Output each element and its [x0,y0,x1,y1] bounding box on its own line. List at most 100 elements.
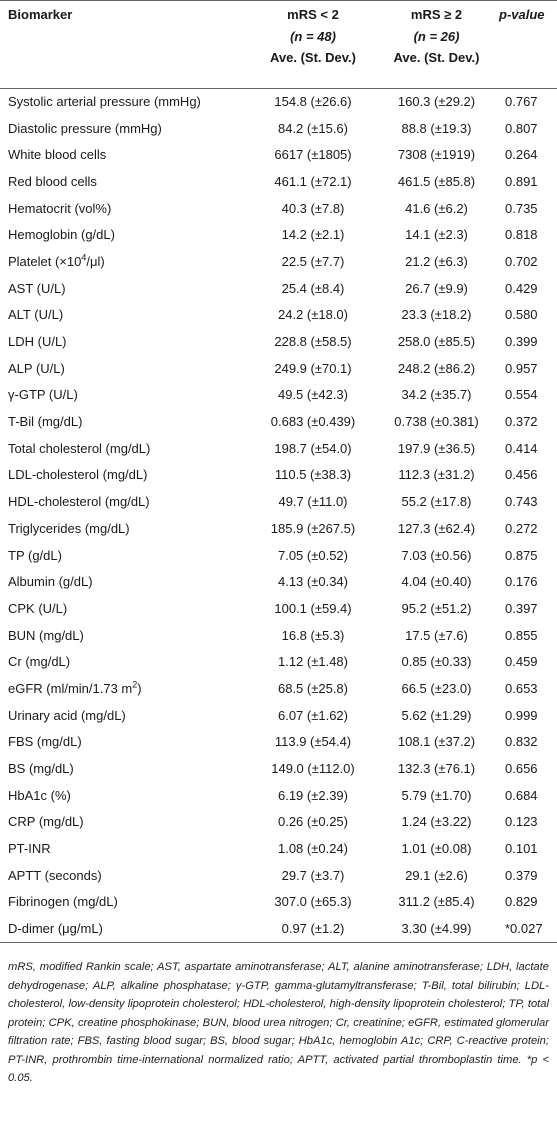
biomarker-name: CRP (mg/dL) [8,814,84,830]
p-value: 0.459 [505,654,538,670]
group1-value: 185.9 (±267.5) [270,520,356,536]
group1-value: 6.07 (±1.62) [277,707,348,723]
table-row: HDL-cholesterol (mg/dL) 49.7 (±11.0) 55.2 … [0,488,557,515]
group2-value: 108.1 (±37.2) [397,734,476,750]
group1-stat: Ave. (St. Dev.) [270,50,356,65]
group1-value: 25.4 (±8.4) [281,280,345,296]
header-group2: mRS ≥ 2 (n = 26) Ave. (St. Dev.) [374,4,499,89]
table-row: Diastolic pressure (mmHg) 84.2 (±15.6) 88.… [0,115,557,142]
p-value: 0.554 [505,387,538,403]
group1-value: 198.7 (±54.0) [274,440,352,456]
p-value: 0.743 [505,494,538,510]
group1-value: 110.5 (±38.3) [274,467,352,483]
p-value: 0.702 [505,253,538,269]
p-value: 0.656 [505,761,538,777]
p-value: 0.264 [505,147,538,163]
table-row: Platelet (×104/μl) 22.5 (±7.7) 21.2 (±6.3)… [0,248,557,275]
table-row: eGFR (ml/min/1.73 m2) 68.5 (±25.8) 66.5 (±… [0,675,557,702]
group1-value: 0.26 (±0.25) [277,814,348,830]
p-value: 0.807 [505,120,538,136]
table-row: Hematocrit (vol%) 40.3 (±7.8) 41.6 (±6.2) 0… [0,195,557,222]
table-row: Red blood cells 461.1 (±72.1) 461.5 (±85.8… [0,168,557,195]
biomarker-name: HbA1c (%) [8,787,71,803]
group1-value: 307.0 (±65.3) [274,894,352,910]
p-value: 0.957 [505,360,538,376]
biomarker-name: Triglycerides (mg/dL) [8,520,130,536]
group2-value: 41.6 (±6.2) [405,200,468,216]
table-row: γ-GTP (U/L) 49.5 (±42.3) 34.2 (±35.7) 0.554 [0,382,557,409]
table-row: Hemoglobin (g/dL) 14.2 (±2.1) 14.1 (±2.3) 0… [0,221,557,248]
table-row: Triglycerides (mg/dL) 185.9 (±267.5) 127.3… [0,515,557,542]
p-value: 0.580 [505,307,538,323]
biomarker-name: FBS (mg/dL) [8,734,82,750]
p-value: 0.684 [505,787,538,803]
p-value: *0.027 [499,915,557,943]
table-row: Systolic arterial pressure (mmHg) 154.8 (… [0,88,557,115]
group2-value: 160.3 (±29.2) [397,94,476,110]
group1-value: 1.12 (±1.48) [277,654,348,670]
group2-value: 112.3 (±31.2) [398,467,475,483]
p-value: 0.875 [505,547,538,563]
group1-value: 7.05 (±0.52) [277,547,348,563]
p-value: 0.397 [505,600,538,616]
p-value: 0.101 [505,841,538,857]
biomarker-name: HDL-cholesterol (mg/dL) [8,494,150,510]
group1-n: (n = 48) [290,28,336,44]
table-row: Urinary acid (mg/dL) 6.07 (±1.62) 5.62 (±1… [0,702,557,729]
top-rule [0,0,557,1]
table-row: Albumin (g/dL) 4.13 (±0.34) 4.04 (±0.40) 0.… [0,568,557,595]
group2-value: 5.62 (±1.29) [401,707,472,723]
group2-value: 311.2 (±85.4) [398,894,475,910]
group1-value: 6617 (±1805) [274,147,352,163]
group1-value: 228.8 (±58.5) [274,334,352,350]
group1-value: 22.5 (±7.7) [281,253,345,269]
footnote: mRS, modified Rankin scale; AST, asparta… [8,961,549,1084]
group2-label: mRS ≥ 2 [410,7,463,22]
biomarker-name: CPK (U/L) [8,600,68,616]
biomarker-name: Fibrinogen (mg/dL) [8,894,118,910]
biomarker-name: LDL-cholesterol (mg/dL) [8,467,148,483]
biomarker-name: Total cholesterol (mg/dL) [8,440,151,456]
biomarker-name: BS (mg/dL) [8,761,74,777]
group2-value: 258.0 (±85.5) [397,334,476,350]
header-pvalue: p-value [499,4,557,89]
p-value: 0.818 [505,227,538,243]
p-value: 0.767 [505,94,538,110]
group2-value: 29.1 (±2.6) [405,867,468,883]
header-row: Biomarker mRS < 2 (n = 48) Ave. (St. Dev… [0,4,557,89]
table-body: Systolic arterial pressure (mmHg) 154.8 (… [0,88,557,943]
group1-value: 113.9 (±54.4) [274,734,352,750]
group2-value: 1.01 (±0.08) [401,841,472,857]
table-row: TP (g/dL) 7.05 (±0.52) 7.03 (±0.56) 0.875 [0,542,557,569]
table-row: T-Bil (mg/dL) 0.683 (±0.439) 0.738 (±0.381… [0,408,557,435]
p-value: 0.272 [505,520,538,536]
group2-value: 1.24 (±3.22) [401,814,472,830]
header-group1: mRS < 2 (n = 48) Ave. (St. Dev.) [252,4,374,89]
table-row: PT-INR 1.08 (±0.24) 1.01 (±0.08) 0.101 [0,835,557,862]
p-value: 0.832 [505,734,538,750]
group2-value: 461.5 (±85.8) [397,173,476,189]
group1-value: 16.8 (±5.3) [281,627,345,643]
table-row: Total cholesterol (mg/dL) 198.7 (±54.0) 19… [0,435,557,462]
biomarker-name: γ-GTP (U/L) [8,387,78,403]
group1-value: 49.5 (±42.3) [277,387,348,403]
group1-value: 6.19 (±2.39) [277,787,348,803]
group2-value: 21.2 (±6.3) [405,253,468,269]
biomarker-name: Hematocrit (vol%) [8,200,112,216]
group1-value: 29.7 (±3.7) [281,867,345,883]
group2-value: 23.3 (±18.2) [401,307,472,323]
biomarker-name: Cr (mg/dL) [8,654,71,670]
group2-value: 197.9 (±36.5) [397,440,476,456]
p-value: 0.429 [505,280,538,296]
group1-value: 100.1 (±59.4) [274,600,352,616]
biomarker-name: Red blood cells [8,173,97,189]
group2-n: (n = 26) [413,28,460,44]
biomarker-name: AST (U/L) [8,280,66,296]
table-row: D-dimer (μg/mL) 0.97 (±1.2) 3.30 (±4.99) *0… [0,915,557,943]
header-biomarker: Biomarker [0,4,252,89]
group1-value: 68.5 (±25.8) [277,680,348,696]
group1-value: 24.2 (±18.0) [277,307,348,323]
table-row: Cr (mg/dL) 1.12 (±1.48) 0.85 (±0.33) 0.459 [0,648,557,675]
biomarker-name: T-Bil (mg/dL) [8,414,83,430]
